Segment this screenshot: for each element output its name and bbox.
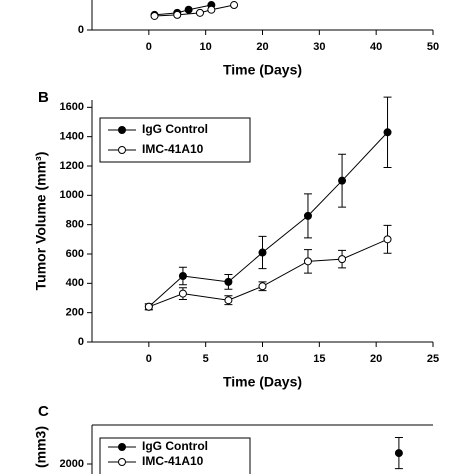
data-point (258, 248, 267, 257)
y-tick-label: 400 (66, 277, 84, 289)
y-tick-label: 1000 (60, 189, 84, 201)
legend-marker (118, 443, 126, 451)
data-point (144, 302, 153, 311)
x-axis-title: Time (Days) (223, 62, 302, 78)
data-point (224, 277, 233, 286)
legend-marker (118, 146, 126, 154)
x-axis-title: Time (Days) (223, 374, 302, 390)
y-tick-label: 200 (66, 307, 84, 319)
legend-label: IMC-41A10 (142, 454, 204, 468)
data-point (258, 282, 267, 291)
data-point (150, 11, 159, 20)
legend-label: IMC-41A10 (142, 142, 204, 156)
x-tick-label: 5 (203, 353, 209, 365)
y-tick-label: 1600 (60, 101, 84, 113)
x-tick-label: 15 (313, 353, 325, 365)
y-tick-label: 0 (78, 24, 84, 36)
legend-label: IgG Control (142, 439, 208, 453)
x-tick-label: 40 (370, 41, 382, 53)
legend-box (99, 437, 251, 474)
x-tick-label: 30 (313, 41, 325, 53)
data-point (173, 10, 182, 19)
x-tick-label: 0 (146, 41, 152, 53)
data-point (195, 8, 204, 17)
legend-marker (118, 458, 126, 466)
panel-label: B (38, 89, 49, 106)
data-point (303, 211, 312, 220)
data-point (383, 235, 392, 244)
y-tick-label: 1200 (60, 160, 84, 172)
data-point (394, 449, 403, 458)
x-tick-label: 10 (256, 353, 268, 365)
data-point (338, 176, 347, 185)
x-tick-label: 50 (427, 41, 439, 53)
legend-box (99, 117, 251, 163)
data-point (178, 289, 187, 298)
x-tick-label: 20 (256, 41, 268, 53)
y-tick-label: 800 (66, 219, 84, 231)
legend-label: IgG Control (142, 122, 208, 136)
x-tick-label: 20 (370, 353, 382, 365)
y-tick-label: 0 (78, 336, 84, 348)
data-point (383, 128, 392, 137)
data-point (224, 296, 233, 305)
x-tick-label: 10 (200, 41, 212, 53)
data-point (338, 255, 347, 264)
data-point (184, 5, 193, 14)
data-point (230, 1, 239, 10)
series-line (154, 4, 212, 16)
legend-marker (118, 126, 126, 134)
y-tick-label: 600 (66, 248, 84, 260)
x-tick-label: 0 (146, 353, 152, 365)
y-axis-title: Tumor Volume (mm³) (33, 152, 49, 291)
y-axis-title: (mm3) (33, 426, 49, 468)
panel-label: C (38, 403, 49, 420)
x-tick-label: 25 (427, 353, 439, 365)
y-tick-label: 2000 (60, 458, 84, 470)
data-point (178, 272, 187, 280)
y-tick-label: 1400 (60, 131, 84, 143)
data-point (207, 5, 216, 14)
data-point (303, 257, 312, 266)
